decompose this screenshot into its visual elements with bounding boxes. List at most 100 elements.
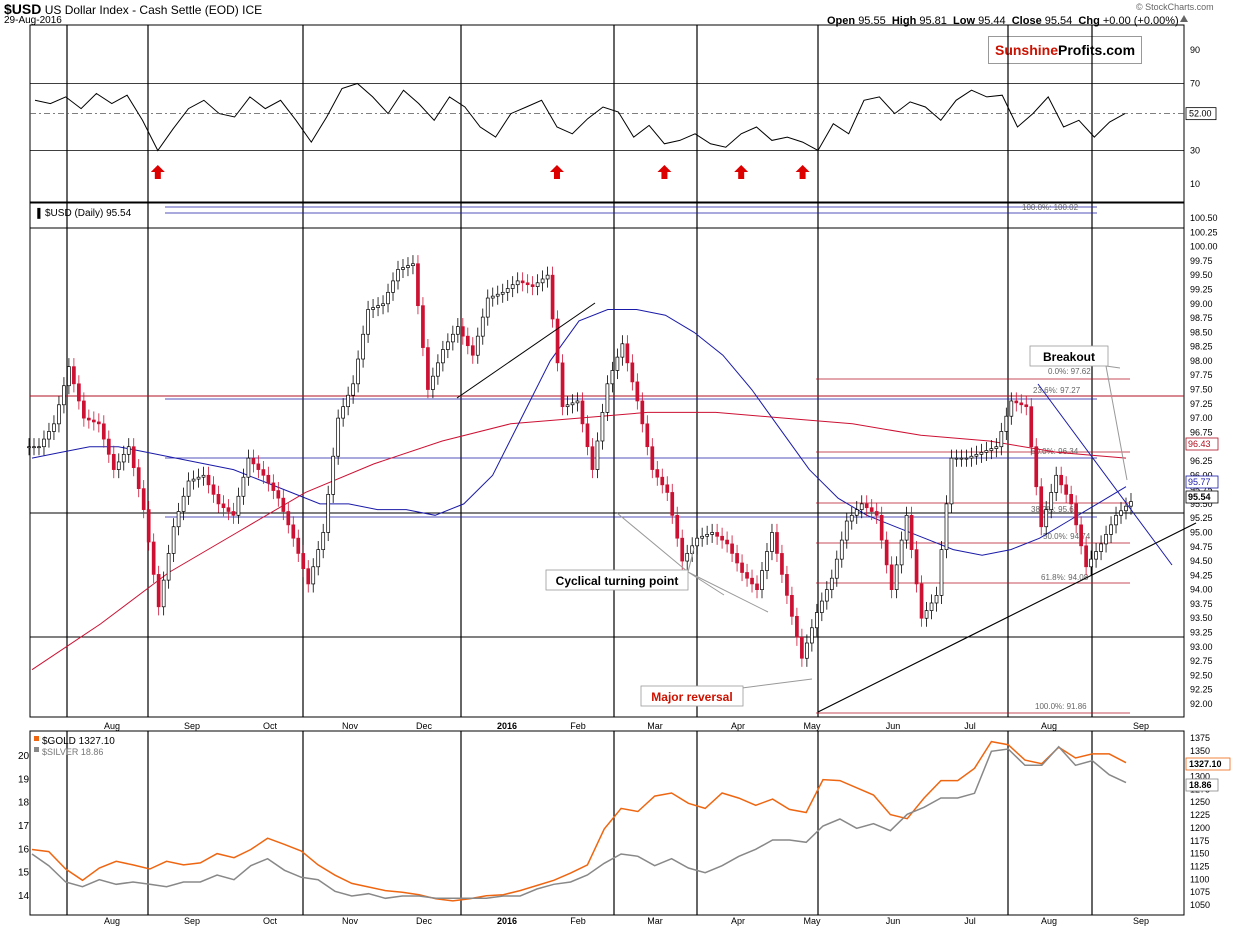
price-tick-label: 94.50 bbox=[1190, 556, 1213, 566]
legend-symbol-icon: ▐ bbox=[34, 207, 41, 219]
fib-label: 38.2%: 95.62 bbox=[1031, 505, 1079, 514]
candle-body bbox=[525, 282, 530, 286]
price-month-label: Jun bbox=[886, 721, 901, 731]
candle-body bbox=[346, 394, 350, 408]
scroll-up-icon[interactable] bbox=[1180, 15, 1188, 22]
candle-body bbox=[610, 370, 615, 385]
rsi-line bbox=[34, 82, 1126, 152]
candle-body bbox=[780, 553, 784, 575]
candle-body bbox=[42, 438, 46, 448]
breakout-label-text: Breakout bbox=[1043, 350, 1095, 364]
gold-tick-label: 1200 bbox=[1190, 823, 1210, 833]
price-tick-label: 97.00 bbox=[1190, 413, 1213, 423]
candle-body bbox=[1109, 524, 1113, 535]
candle-body bbox=[296, 537, 301, 554]
price-panel-frame bbox=[29, 202, 1185, 718]
candle-body bbox=[939, 549, 944, 596]
metals-month-label: Feb bbox=[570, 916, 586, 926]
price-legend: $USD (Daily) 95.54 bbox=[45, 208, 132, 219]
candle-body bbox=[32, 446, 36, 449]
candle-body bbox=[301, 553, 306, 570]
candle-body bbox=[391, 280, 395, 293]
candle-body bbox=[211, 484, 216, 495]
candle-body bbox=[111, 453, 116, 470]
price-month-label: Oct bbox=[263, 721, 278, 731]
major-label-box bbox=[640, 685, 744, 707]
metals-month-label: Apr bbox=[731, 916, 745, 926]
candle-body bbox=[785, 574, 789, 596]
candle-body bbox=[356, 358, 360, 385]
silver-tick-label: 14 bbox=[18, 891, 30, 902]
brand-sunshine: Sunshine bbox=[994, 42, 1058, 58]
candle-body bbox=[854, 509, 859, 516]
price-tick-label: 92.75 bbox=[1190, 656, 1213, 666]
candle-body bbox=[994, 446, 999, 449]
price-month-label: Jul bbox=[964, 721, 976, 731]
candle-body bbox=[685, 553, 690, 562]
ma50-line bbox=[31, 309, 1127, 556]
candle-body bbox=[121, 453, 126, 463]
price-tick-label: 98.25 bbox=[1190, 342, 1213, 352]
silver-line bbox=[31, 745, 1127, 900]
resistance-trendline bbox=[1037, 383, 1173, 566]
candle-body bbox=[500, 291, 505, 295]
candle-body bbox=[520, 280, 525, 284]
candle-body bbox=[795, 615, 799, 638]
candle-body bbox=[645, 423, 650, 448]
silver-legend: $SILVER 18.86 bbox=[42, 747, 103, 757]
fib-label: 50.0%: 94.74 bbox=[1043, 532, 1091, 541]
candle-body bbox=[1044, 509, 1049, 528]
candle-body bbox=[1029, 406, 1034, 448]
candle-body bbox=[1064, 484, 1069, 495]
candle-body bbox=[979, 452, 984, 455]
price-month-label: Nov bbox=[342, 721, 359, 731]
price-month-label: Apr bbox=[731, 721, 745, 731]
rsi-signal-arrow bbox=[795, 165, 810, 179]
rsi-value-box bbox=[1185, 107, 1217, 121]
candle-body bbox=[969, 455, 974, 459]
price-tick-label: 96.25 bbox=[1190, 456, 1213, 466]
symbol: $USD bbox=[4, 1, 42, 17]
candle-body bbox=[446, 341, 450, 350]
rsi-signal-arrow bbox=[150, 165, 165, 179]
candle-body bbox=[984, 450, 989, 453]
candle-body bbox=[436, 362, 440, 377]
price-tick-label: 100.00 bbox=[1190, 242, 1218, 252]
candle-body bbox=[246, 457, 251, 478]
price-tick-label: 100.50 bbox=[1190, 213, 1218, 223]
candle-body bbox=[884, 539, 889, 566]
candle-body bbox=[261, 469, 266, 476]
chart-date: 29-Aug-2016 bbox=[4, 15, 62, 26]
rsi-tick-label: 70 bbox=[1190, 79, 1200, 89]
price-month-label: Sep bbox=[1133, 721, 1149, 731]
silver-tick-label: 15 bbox=[18, 868, 30, 879]
candle-body bbox=[241, 476, 246, 497]
cyclical-pointer bbox=[616, 512, 769, 613]
candle-body bbox=[216, 494, 221, 505]
candle-body bbox=[1049, 492, 1054, 510]
candle-body bbox=[1079, 524, 1083, 547]
candle-body bbox=[321, 532, 326, 550]
candle-body bbox=[331, 455, 336, 495]
candle-body bbox=[874, 511, 879, 516]
metals-month-label: Mar bbox=[647, 916, 663, 926]
price-tick-label: 92.50 bbox=[1190, 670, 1213, 680]
major-label-text: Major reversal bbox=[651, 690, 732, 704]
price-month-label: Mar bbox=[647, 721, 663, 731]
candle-body bbox=[600, 412, 605, 442]
candle-body bbox=[909, 514, 914, 550]
candle-body bbox=[775, 532, 779, 554]
candle-body bbox=[351, 383, 355, 396]
price-tick-label: 99.00 bbox=[1190, 299, 1213, 309]
candle-body bbox=[1124, 505, 1128, 512]
price-tick-label: 94.75 bbox=[1190, 542, 1213, 552]
candle-body bbox=[161, 579, 166, 608]
metals-month-label: Nov bbox=[342, 916, 359, 926]
candle-body bbox=[949, 457, 954, 505]
candle-body bbox=[889, 564, 894, 590]
gold-tick-label: 1050 bbox=[1190, 900, 1210, 910]
candle-body bbox=[450, 333, 455, 343]
candle-body bbox=[136, 467, 141, 489]
candle-body bbox=[730, 543, 734, 554]
candle-body bbox=[1069, 494, 1074, 505]
